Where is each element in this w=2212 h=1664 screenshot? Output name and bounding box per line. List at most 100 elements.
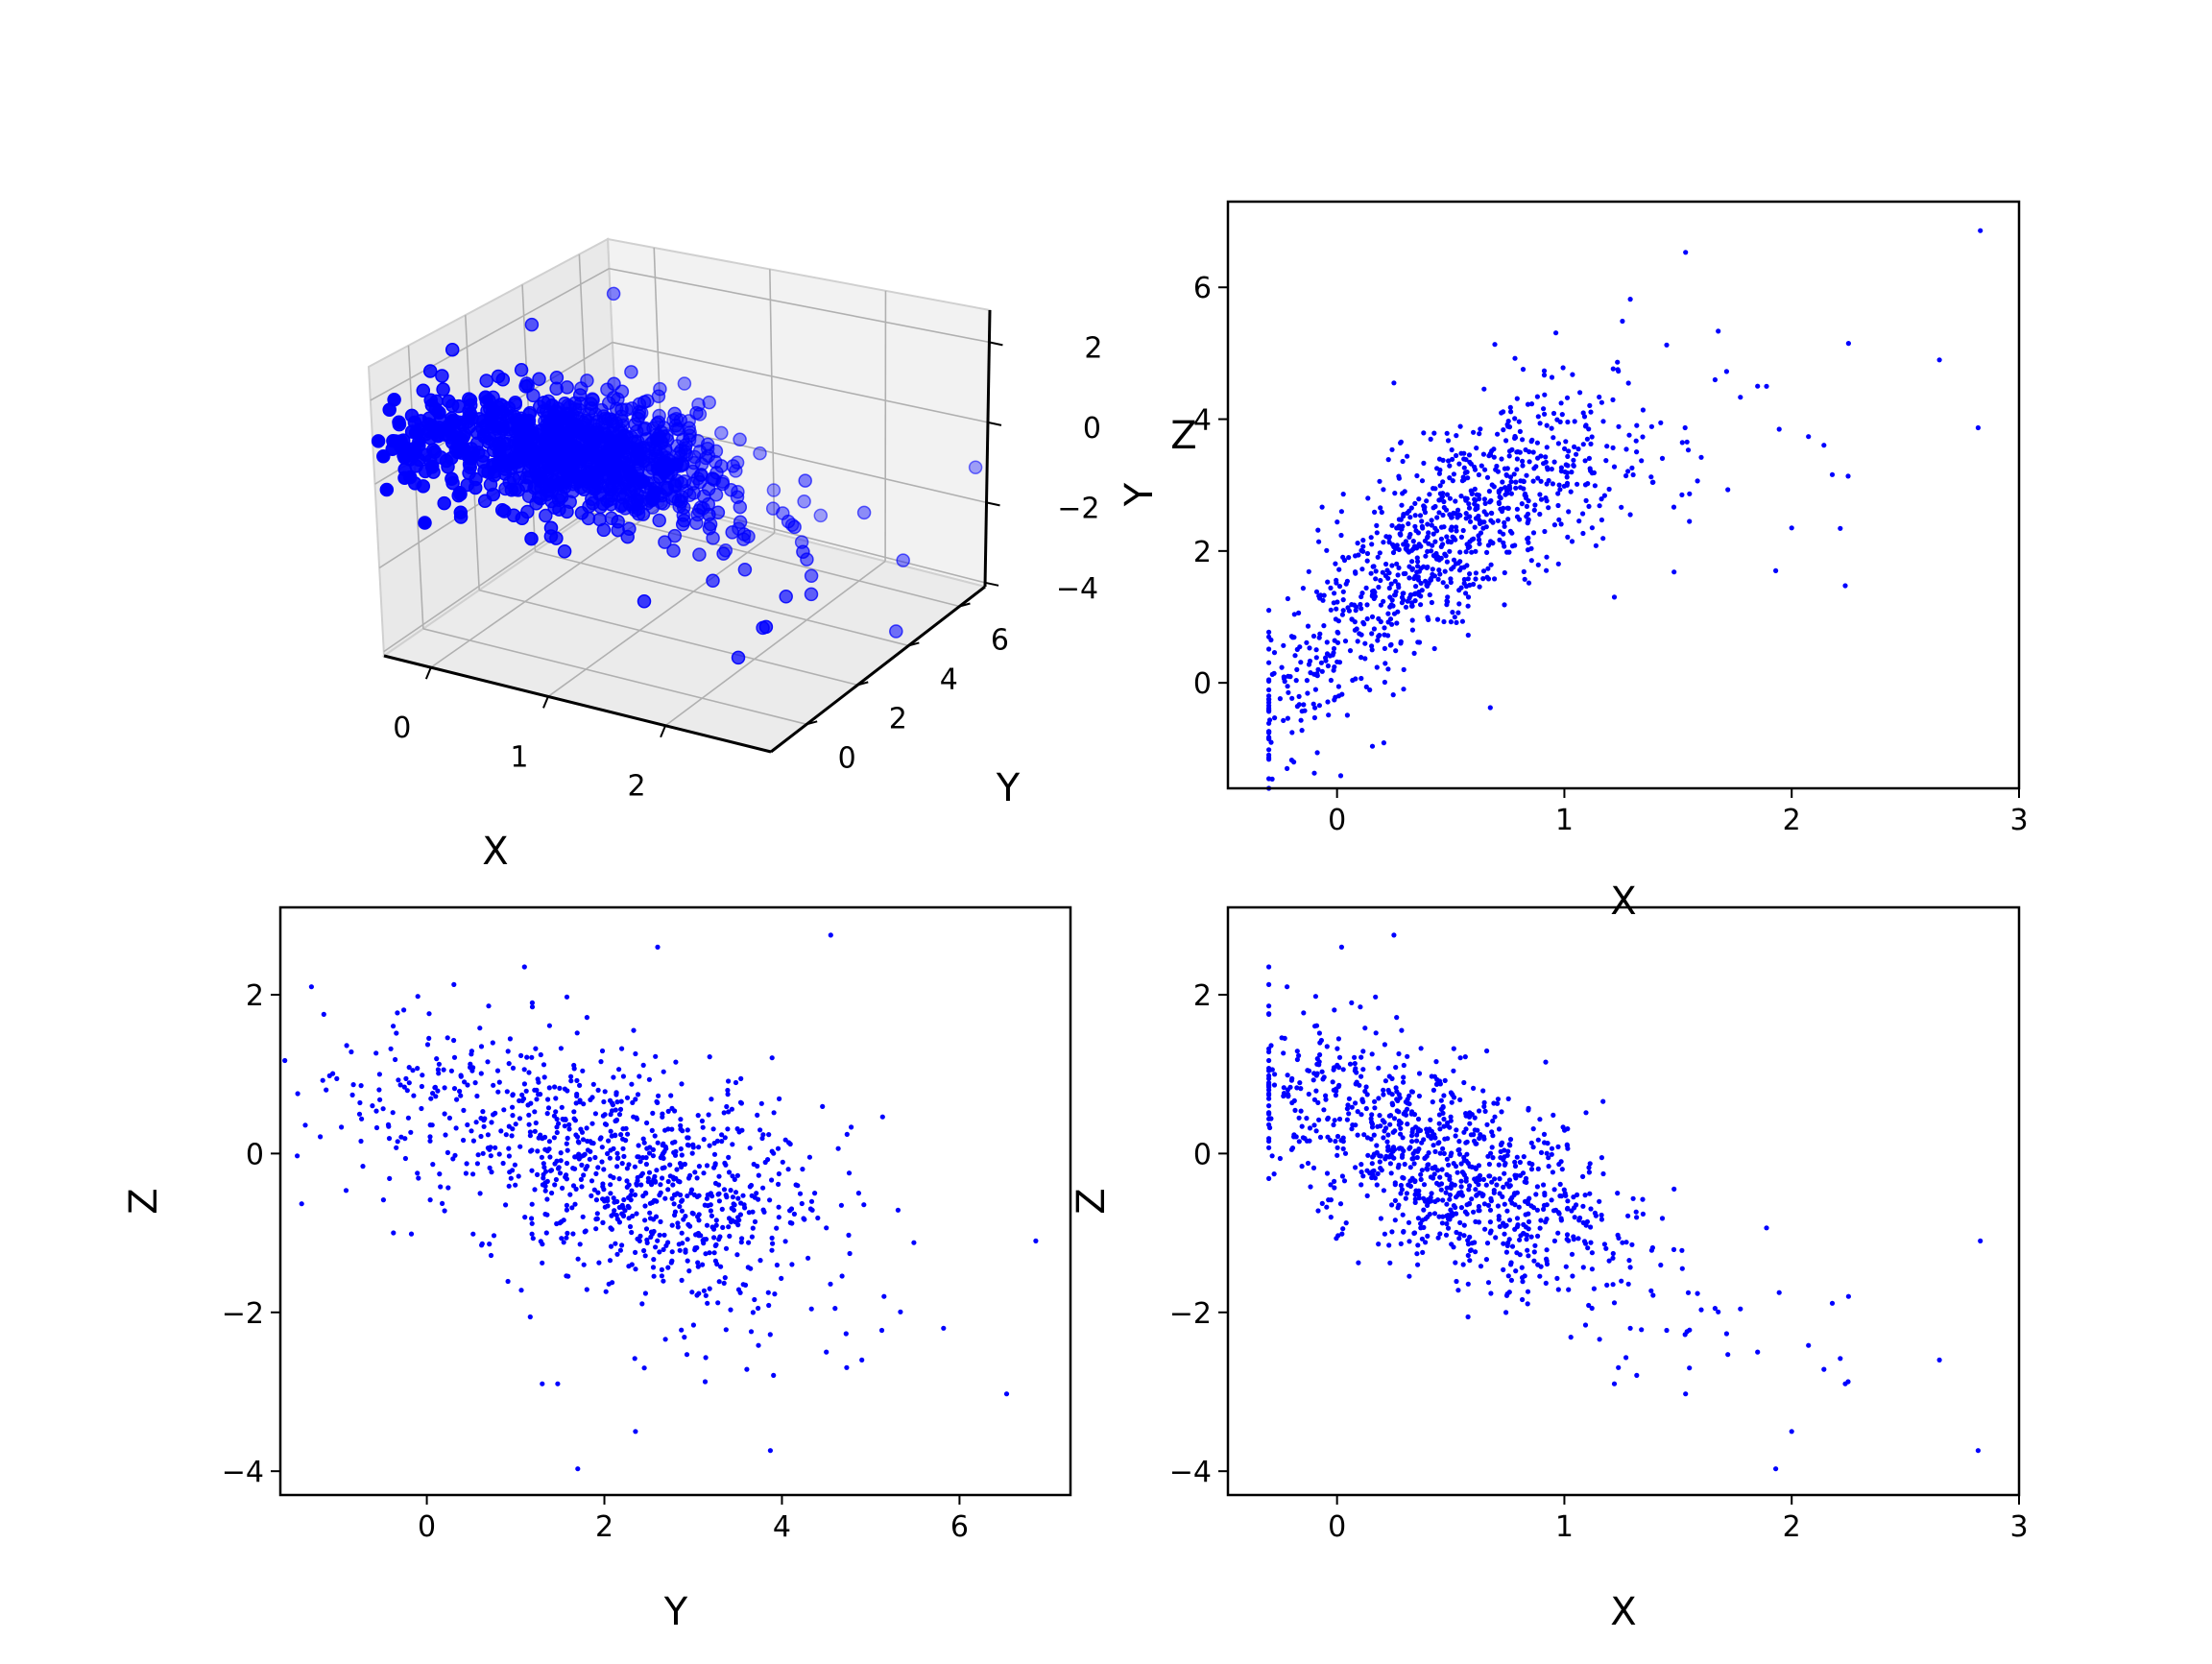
scatter-point: [1821, 1367, 1826, 1372]
scatter-point: [668, 1093, 673, 1097]
scatter-point: [1353, 1122, 1358, 1127]
scatter-point: [702, 1137, 707, 1142]
scatter-point: [518, 1053, 523, 1058]
scatter-point: [1432, 1211, 1437, 1216]
scatter-point: [1514, 467, 1519, 471]
scatter-point-3d: [668, 407, 681, 420]
scatter-point: [1623, 446, 1628, 451]
scatter-point: [1441, 1104, 1446, 1109]
scatter-point: [426, 1011, 431, 1016]
scatter-point: [534, 1121, 539, 1125]
scatter-point: [545, 1097, 550, 1101]
scatter-point: [540, 1155, 544, 1160]
scatter-point: [1314, 647, 1319, 652]
scatter-point: [1419, 1177, 1424, 1182]
scatter-point: [1370, 1161, 1375, 1166]
scatter-point: [766, 1303, 771, 1308]
scatter-point: [1444, 1172, 1449, 1177]
scatter-point: [1394, 590, 1399, 594]
scatter-point: [1588, 442, 1593, 446]
scatter-point: [1381, 1135, 1385, 1140]
scatter-point: [1338, 1201, 1343, 1206]
scatter-point: [655, 1239, 660, 1243]
scatter-point: [503, 1202, 508, 1207]
scatter-point: [1440, 542, 1445, 546]
scatter-point: [538, 1092, 542, 1097]
scatter-point: [752, 1297, 757, 1302]
scatter-point: [1937, 1358, 1942, 1363]
scatter-point: [1313, 1089, 1318, 1094]
scatter-point: [1590, 1266, 1595, 1271]
scatter-point: [824, 1225, 829, 1230]
scatter-point-3d: [890, 625, 902, 638]
scatter-point: [557, 1086, 562, 1091]
scatter-point-3d: [767, 484, 780, 496]
scatter-point: [618, 1107, 623, 1112]
scatter-point: [1544, 460, 1549, 465]
scatter-point: [1292, 653, 1297, 658]
scatter-point: [1358, 676, 1363, 681]
scatter-point: [1444, 1233, 1449, 1238]
scatter-point: [1422, 1182, 1427, 1187]
scatter-point: [1446, 458, 1451, 463]
scatter-point: [1272, 1082, 1277, 1087]
scatter-point: [660, 1112, 664, 1117]
scatter-point: [1441, 458, 1446, 463]
scatter-point: [746, 1265, 751, 1269]
scatter-point: [1542, 412, 1547, 417]
scatter-point: [1429, 1174, 1433, 1179]
x-tick-label: 0: [1328, 804, 1346, 837]
scatter-point: [1306, 624, 1310, 629]
scatter-point: [731, 1194, 735, 1199]
scatter-point: [1385, 612, 1390, 616]
scatter-point: [1382, 680, 1387, 685]
scatter-point: [757, 1258, 762, 1263]
scatter-point: [1532, 502, 1537, 507]
scatter-point: [1389, 602, 1394, 607]
scatter-point: [1489, 511, 1494, 516]
scatter-point: [1473, 576, 1478, 581]
scatter-point: [1394, 1015, 1399, 1020]
scatter-point: [1364, 1084, 1369, 1089]
scatter-point: [849, 1124, 854, 1129]
scatter-point: [1580, 1174, 1585, 1179]
scatter-point: [1295, 647, 1300, 652]
scatter-point-3d: [519, 380, 532, 393]
scatter-point: [1336, 1083, 1341, 1088]
scatter-point: [1456, 601, 1461, 606]
scatter-point: [1304, 1116, 1309, 1121]
scatter-point: [1581, 442, 1586, 446]
scatter-point: [1616, 1365, 1621, 1370]
scatter-point: [505, 1089, 510, 1094]
scatter-point: [1297, 702, 1302, 707]
scatter-point: [1266, 964, 1271, 969]
scatter-point: [1301, 586, 1306, 591]
scatter-point: [1543, 454, 1548, 459]
scatter-point: [1550, 1152, 1554, 1157]
scatter-point: [381, 1106, 386, 1111]
scatter-point: [653, 1133, 658, 1138]
scatter-point: [735, 1173, 740, 1178]
scatter-point: [437, 1171, 442, 1176]
scatter-point: [357, 1100, 362, 1105]
scatter-point: [1619, 505, 1623, 510]
scatter-point: [570, 1231, 575, 1236]
scatter-point: [670, 1182, 675, 1187]
scatter-point: [1603, 1246, 1608, 1251]
scatter-point: [536, 1076, 541, 1081]
scatter-point: [1806, 434, 1811, 439]
scatter-point: [726, 1155, 731, 1160]
scatter-point: [1307, 1069, 1311, 1073]
scatter-point: [1612, 465, 1617, 470]
scatter-point: [1393, 546, 1398, 551]
scatter-point: [1372, 1099, 1377, 1104]
scatter-point: [1555, 1231, 1560, 1236]
scatter-point: [580, 1069, 585, 1073]
scatter-point: [652, 1274, 657, 1279]
scatter-point: [1360, 1049, 1365, 1053]
scatter-point: [1560, 1167, 1565, 1171]
scatter-point: [1341, 608, 1346, 613]
scatter-point: [1393, 1198, 1398, 1203]
scatter-point: [1583, 1322, 1588, 1327]
